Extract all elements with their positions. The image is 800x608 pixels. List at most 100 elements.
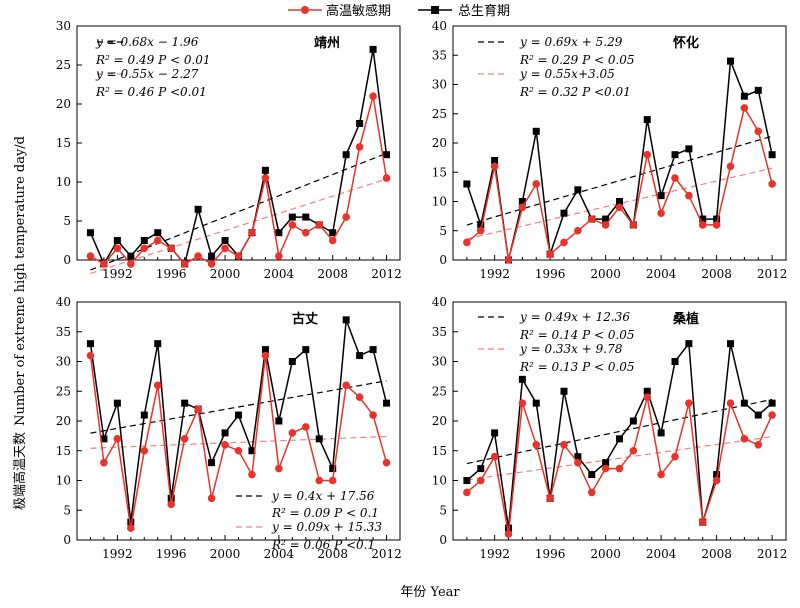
data-point	[477, 221, 485, 229]
data-point	[234, 446, 243, 455]
data-point	[643, 387, 651, 395]
data-point	[698, 518, 707, 526]
x-tick-label: 2004	[264, 267, 295, 281]
trend-equation: y = 0.09x + 15.33	[271, 520, 382, 534]
data-point	[127, 252, 135, 260]
data-point	[194, 405, 202, 413]
x-axis-label: 年份 Year	[400, 585, 460, 600]
data-point	[768, 411, 776, 419]
data-point	[504, 256, 513, 264]
data-point	[288, 358, 296, 365]
y-tick-label: 20	[56, 97, 71, 111]
data-point	[221, 429, 229, 437]
data-point	[490, 162, 499, 171]
data-point	[643, 150, 652, 159]
trend-line	[90, 380, 387, 434]
legend: 高温敏感期 总生育期	[288, 3, 510, 19]
data-point	[140, 237, 148, 244]
x-tick-label: 1996	[156, 267, 187, 281]
trend-equation: y = 0.55x+3.05	[519, 67, 615, 81]
data-point	[754, 127, 763, 136]
data-point	[768, 151, 776, 159]
data-point	[601, 464, 610, 473]
data-point	[713, 471, 721, 479]
data-point	[86, 252, 95, 260]
data-point	[463, 238, 471, 247]
y-axis-label-cn: 极端高温天数	[12, 432, 28, 510]
data-point	[248, 447, 256, 455]
trend-equation: y = 0.55x − 2.27	[95, 67, 199, 81]
data-point	[754, 411, 762, 419]
trend-equation: y = 0.49x + 12.36	[519, 310, 630, 324]
data-point	[86, 340, 94, 348]
data-point	[221, 237, 229, 244]
trend-line	[90, 435, 387, 449]
data-point	[261, 166, 269, 174]
trend-stats: R² = 0.32 P <0.01	[519, 85, 631, 99]
legend-black-label: 总生育期	[458, 3, 510, 19]
data-point	[113, 399, 121, 407]
y-tick-label: 20	[56, 414, 71, 428]
data-point	[167, 500, 176, 509]
trend-stats: R² = 0.46 P <0.01	[95, 85, 207, 99]
y-tick-label: 5	[439, 224, 447, 238]
data-point	[86, 229, 94, 237]
data-point	[261, 351, 270, 360]
data-point	[574, 186, 582, 194]
data-point	[671, 174, 679, 182]
data-point	[275, 229, 283, 237]
data-point	[699, 215, 707, 223]
data-point	[560, 209, 568, 217]
trend-stats: R² = 0.13 P < 0.05	[519, 360, 635, 374]
panel-title: 怀化	[673, 35, 699, 51]
y-tick-label: 40	[56, 295, 71, 309]
data-point	[127, 524, 135, 532]
data-point	[518, 375, 526, 383]
data-point	[315, 435, 323, 443]
x-tick-label: 1996	[156, 547, 187, 561]
svg-text:极端高温天数 Number of extre: 极端高温天数 Number of extreme high temperatur…	[12, 136, 28, 510]
data-point	[301, 423, 310, 431]
data-point	[288, 213, 296, 221]
data-point	[712, 221, 721, 229]
data-point	[602, 459, 610, 467]
data-point	[369, 45, 377, 53]
plot-frame	[76, 301, 401, 541]
data-point	[328, 476, 337, 485]
data-point	[504, 530, 513, 538]
y-tick-label: 35	[56, 325, 71, 339]
data-point	[740, 92, 748, 100]
data-point	[587, 215, 596, 223]
y-tick-label: 0	[63, 533, 71, 547]
data-point	[768, 399, 776, 407]
data-point	[643, 116, 651, 124]
data-point	[127, 518, 135, 526]
data-point	[532, 180, 541, 188]
x-tick-label: 2004	[646, 547, 677, 561]
data-point	[657, 192, 665, 200]
data-point	[629, 417, 637, 425]
trend-equation: y = 0.69x + 5.29	[519, 35, 623, 49]
data-point	[383, 399, 391, 407]
y-tick-label: 15	[56, 136, 71, 150]
trend-line	[90, 178, 387, 274]
x-tick-label: 1996	[535, 267, 566, 281]
y-tick-label: 30	[56, 19, 71, 33]
data-point	[546, 250, 554, 258]
data-point	[234, 252, 243, 260]
data-point	[153, 381, 162, 390]
data-point	[518, 203, 527, 212]
panel-title: 古丈	[292, 311, 318, 327]
data-point	[221, 441, 229, 449]
data-point	[546, 494, 554, 503]
data-point	[100, 458, 108, 467]
data-point	[167, 244, 176, 253]
y-tick-label: 30	[432, 78, 447, 92]
x-tick-label: 2004	[264, 547, 295, 561]
y-tick-label: 20	[432, 414, 447, 428]
legend-black-marker	[431, 6, 439, 14]
data-point	[476, 226, 485, 235]
data-point	[154, 229, 162, 237]
panel-3: 0 5 10 15 20 25 30 35 40 1992 1996 2000 2004 2008 2012…	[56, 295, 402, 561]
data-point	[275, 252, 283, 260]
